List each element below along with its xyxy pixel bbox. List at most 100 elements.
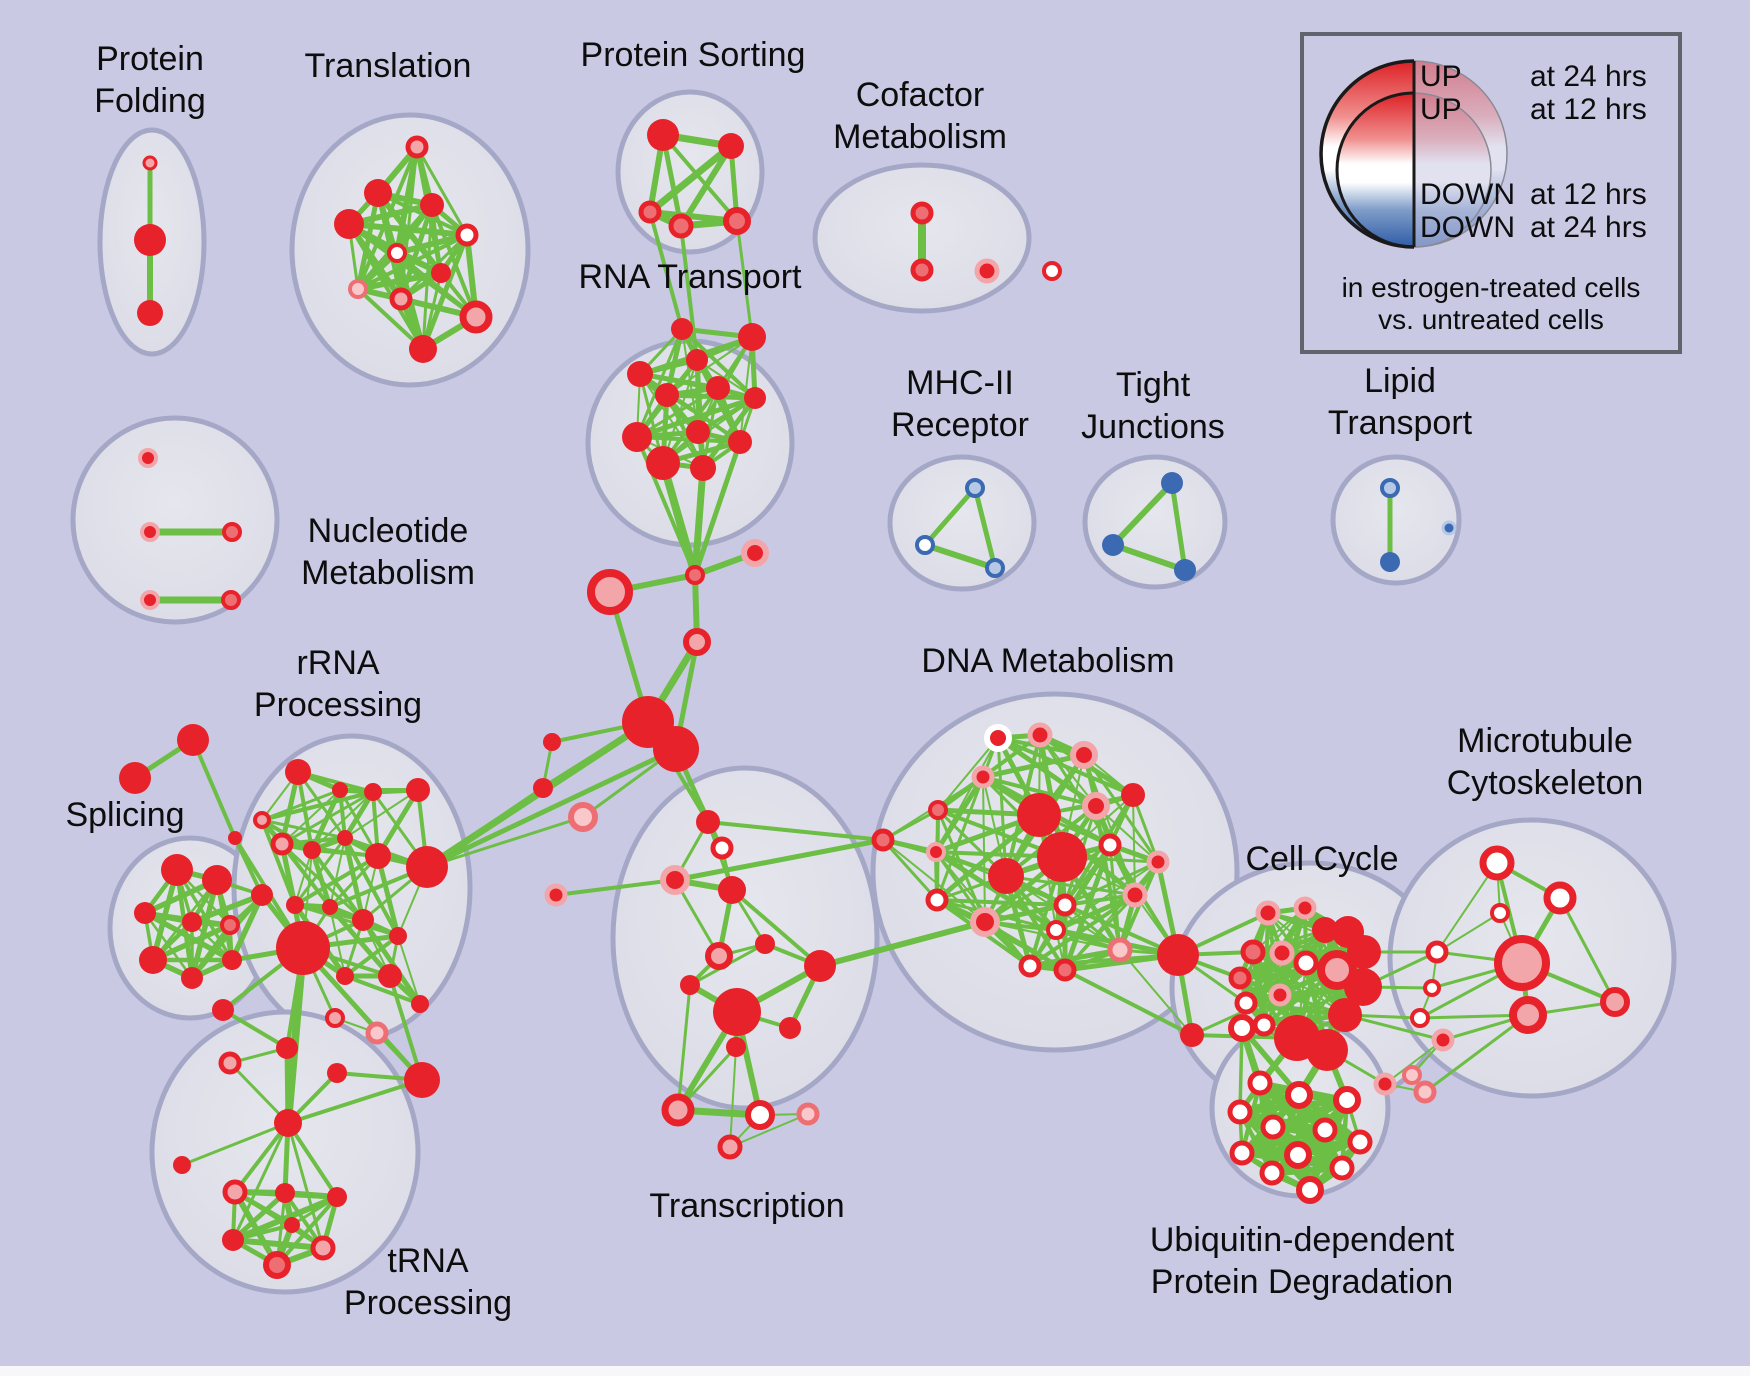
gene-node-transcription bbox=[705, 942, 733, 970]
network-edge bbox=[343, 974, 422, 1006]
network-edge bbox=[696, 359, 756, 399]
network-edge bbox=[554, 878, 677, 897]
gene-node-dna-metabolism bbox=[1082, 792, 1110, 820]
gene-node-dna-metabolism bbox=[970, 907, 1000, 937]
network-edge bbox=[1436, 862, 1498, 953]
network-edge bbox=[233, 1121, 290, 1194]
network-edge bbox=[286, 1078, 424, 1125]
network-edge bbox=[286, 1121, 325, 1250]
gene-node-cell-cycle bbox=[1347, 935, 1381, 969]
gene-node-translation bbox=[334, 209, 364, 239]
cluster-label-ubiquitin-degradation-line2: Protein Degradation bbox=[1151, 1263, 1453, 1301]
network-edge bbox=[933, 849, 1059, 933]
gene-node-rna-transport bbox=[646, 446, 680, 480]
gene-node-lipid-transport bbox=[1380, 552, 1400, 572]
network-edge bbox=[1169, 480, 1188, 573]
cluster-label-translation-line1: Translation bbox=[305, 47, 472, 85]
network-edge bbox=[231, 1121, 290, 1242]
gene-node-cofactor-metabolism bbox=[910, 258, 934, 282]
network-edge bbox=[980, 752, 1087, 780]
network-edge bbox=[342, 835, 366, 923]
gene-node-rrna-processing bbox=[303, 841, 321, 859]
gene-node-cell-cycle bbox=[1293, 950, 1319, 976]
gene-node-ubiquitin-degradation bbox=[1228, 1014, 1256, 1042]
cluster-label-protein-folding-line1: Protein bbox=[96, 40, 204, 78]
network-edge bbox=[293, 854, 380, 907]
legend-down-24-label: DOWN bbox=[1420, 211, 1515, 244]
gene-node-microtubule-cytoskeleton bbox=[1431, 1028, 1455, 1052]
legend-up-12-time: at 12 hrs bbox=[1530, 93, 1647, 126]
gene-node-connector bbox=[119, 762, 151, 794]
gene-node-connector bbox=[276, 1037, 298, 1059]
network-edge bbox=[1423, 1013, 1530, 1094]
gene-node-splicing bbox=[134, 902, 156, 924]
gene-node-rna-transport bbox=[671, 318, 693, 340]
gene-node-nucleotide-metabolism bbox=[140, 522, 160, 542]
network-edge bbox=[1053, 892, 1138, 933]
network-edge bbox=[310, 848, 365, 922]
network-edge bbox=[397, 935, 421, 1005]
gene-node-ubiquitin-degradation bbox=[1284, 1141, 1312, 1169]
cluster-label-tight-junctions-line1: Tight bbox=[1116, 366, 1191, 404]
network-edge bbox=[676, 983, 692, 1112]
gene-node-cell-cycle bbox=[1317, 950, 1357, 990]
gene-node-transcription bbox=[718, 876, 746, 904]
gene-node-dna-metabolism bbox=[1146, 850, 1170, 874]
gene-node-mhc-ii-receptor bbox=[915, 535, 935, 555]
gene-node-ubiquitin-degradation bbox=[1247, 1070, 1273, 1096]
gene-node-dna-metabolism bbox=[928, 800, 948, 820]
gene-node-rna-transport bbox=[690, 455, 716, 481]
gene-node-transcription bbox=[713, 988, 761, 1036]
network-edge bbox=[284, 944, 307, 1127]
gene-node-splicing bbox=[181, 967, 203, 989]
gene-node-cell-cycle bbox=[1344, 968, 1382, 1006]
gene-node-transcription bbox=[755, 934, 775, 954]
label-layer: Protein Folding Translation Protein Sorting… bbox=[65, 36, 1643, 1322]
gene-node-mhc-ii-receptor bbox=[965, 478, 985, 498]
network-edge bbox=[189, 892, 265, 925]
gene-node-rna-transport bbox=[686, 349, 708, 371]
cluster-label-trna-processing-line1: tRNA bbox=[387, 1242, 469, 1280]
network-edge bbox=[150, 922, 233, 963]
gene-node-connector bbox=[685, 565, 705, 585]
gene-node-dna-metabolism bbox=[1180, 1023, 1204, 1047]
gene-node-rrna-processing bbox=[336, 967, 354, 985]
network-edge bbox=[1384, 1039, 1444, 1085]
gene-node-transcription bbox=[745, 1100, 775, 1130]
cluster-label-microtubule-cytoskeleton-line1: Microtubule bbox=[1457, 722, 1633, 760]
gene-node-connector bbox=[365, 1021, 389, 1045]
gene-node-ubiquitin-degradation bbox=[1260, 1114, 1286, 1140]
gene-node-trna-processing bbox=[327, 1187, 347, 1207]
gene-node-microtubule-cytoskeleton bbox=[1402, 1065, 1422, 1085]
network-edge bbox=[1039, 734, 1097, 807]
gene-node-rna-transport bbox=[655, 383, 679, 407]
cluster-label-tight-junctions-line2: Junctions bbox=[1081, 408, 1225, 446]
network-edge bbox=[388, 974, 424, 1082]
gene-node-protein-folding bbox=[134, 224, 166, 256]
cluster-label-protein-folding-line2: Folding bbox=[94, 82, 206, 120]
gene-node-cofactor-metabolism bbox=[910, 201, 934, 225]
gene-node-transcription bbox=[660, 865, 690, 895]
network-edge bbox=[1004, 874, 1067, 972]
gene-node-dna-metabolism bbox=[1121, 783, 1145, 807]
network-edge bbox=[933, 774, 986, 855]
gene-node-rrna-processing bbox=[365, 843, 391, 869]
network-edge bbox=[281, 789, 341, 845]
network-edge bbox=[343, 934, 400, 978]
gene-node-connector bbox=[741, 539, 769, 567]
network-edge bbox=[356, 287, 425, 351]
cluster-label-transcription-line1: Transcription bbox=[649, 1187, 844, 1225]
gene-node-transcription bbox=[710, 836, 734, 860]
gene-node-microtubule-cytoskeleton bbox=[1509, 996, 1547, 1034]
network-edge bbox=[701, 386, 720, 470]
gene-node-splicing bbox=[202, 865, 232, 895]
gene-node-rrna-processing bbox=[253, 811, 271, 829]
network-edge bbox=[1082, 753, 1160, 864]
gene-node-connector bbox=[274, 1109, 302, 1137]
gene-node-splicing bbox=[161, 854, 193, 886]
network-edge bbox=[180, 1121, 290, 1167]
gene-node-connector bbox=[533, 778, 553, 798]
gene-node-rna-transport bbox=[744, 387, 766, 409]
network-edge bbox=[934, 812, 1042, 903]
